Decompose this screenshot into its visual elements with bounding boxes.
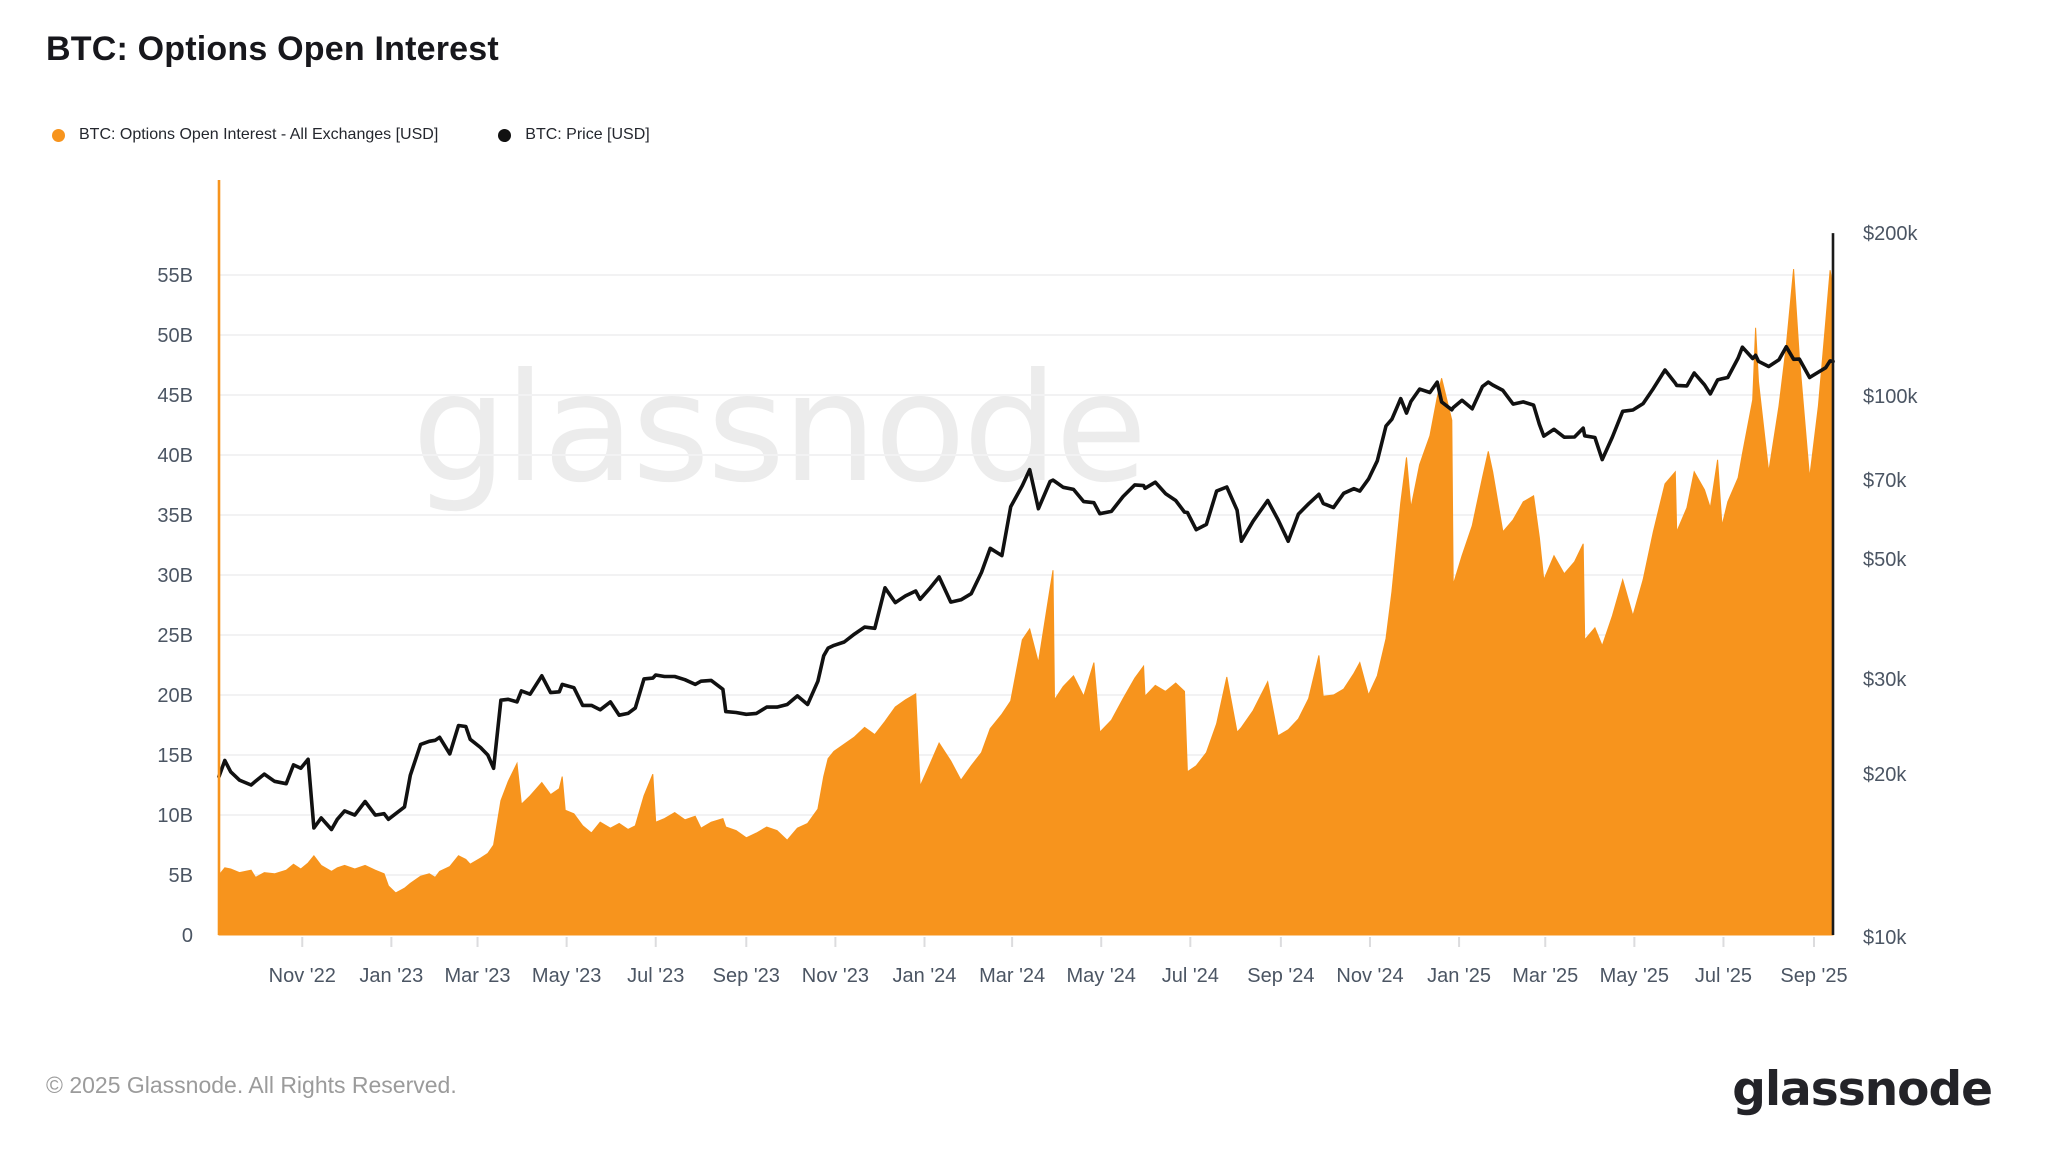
price-line-series: [217, 345, 1835, 832]
x-axis-tick-label: Jul '25: [1695, 965, 1752, 987]
x-axis-tick-label: May '24: [1067, 965, 1136, 987]
open-interest-legend-label: BTC: Options Open Interest - All Exchang…: [79, 126, 439, 143]
x-axis-tick-label: Jan '23: [359, 965, 423, 987]
right-axis-tick-$10k: $10k: [1863, 927, 1907, 949]
x-axis-tick-label: Nov '24: [1336, 965, 1403, 987]
right-axis-tick-$50k: $50k: [1863, 549, 1907, 571]
x-axis-tick-label: Mar '25: [1512, 965, 1578, 987]
right-axis-tick-$20k: $20k: [1863, 764, 1907, 786]
x-axis-tick-label: Nov '22: [269, 965, 336, 987]
x-axis-tick-label: May '23: [532, 965, 601, 987]
left-axis-tick-35B: 35B: [157, 505, 193, 527]
x-axis-tick-label: Jul '24: [1162, 965, 1219, 987]
x-axis-tick-label: Jan '24: [893, 965, 957, 987]
left-axis-tick-50B: 50B: [157, 325, 193, 347]
open-interest-area-series: [218, 268, 1834, 936]
legend-item-price[interactable]: BTC: Price [USD]: [498, 126, 650, 144]
left-axis-tick-15B: 15B: [157, 745, 193, 767]
left-axis-tick-55B: 55B: [157, 265, 193, 287]
x-axis-tick-label: Mar '24: [979, 965, 1045, 987]
page-title: BTC: Options Open Interest: [46, 30, 499, 68]
legend: BTC: Options Open Interest - All Exchang…: [52, 126, 650, 144]
price-legend-label: BTC: Price [USD]: [525, 126, 650, 143]
x-axis-tick-label: Sep '23: [713, 965, 780, 987]
x-axis-tick-label: Nov '23: [802, 965, 869, 987]
left-axis-tick-25B: 25B: [157, 625, 193, 647]
price-legend-dot-icon: [498, 128, 512, 142]
left-axis-tick-20B: 20B: [157, 685, 193, 707]
x-axis-tick-label: Sep '25: [1780, 965, 1847, 987]
x-axis-tick-label: Jul '23: [627, 965, 684, 987]
x-axis-tick-label: Jan '25: [1427, 965, 1491, 987]
x-axis-tick-label: May '25: [1600, 965, 1669, 987]
left-axis-tick-30B: 30B: [157, 565, 193, 587]
left-axis-tick-40B: 40B: [157, 445, 193, 467]
right-axis-tick-$200k: $200k: [1863, 223, 1918, 245]
glassnode-logo: glassnode: [1732, 1062, 1993, 1117]
x-axis-tick-label: Sep '24: [1247, 965, 1314, 987]
open-interest-legend-dot-icon: [52, 128, 65, 142]
left-axis-tick-0: 0: [182, 925, 193, 947]
left-axis-tick-10B: 10B: [157, 805, 193, 827]
copyright-text: © 2025 Glassnode. All Rights Reserved.: [46, 1072, 457, 1098]
x-axis-tick-label: Mar '23: [444, 965, 510, 987]
right-axis-tick-$100k: $100k: [1863, 386, 1918, 408]
left-axis-tick-45B: 45B: [157, 385, 193, 407]
left-axis-tick-5B: 5B: [169, 865, 193, 887]
right-axis-tick-$30k: $30k: [1863, 669, 1907, 691]
right-axis-tick-$70k: $70k: [1863, 470, 1907, 492]
legend-item-open-interest[interactable]: BTC: Options Open Interest - All Exchang…: [52, 126, 438, 144]
